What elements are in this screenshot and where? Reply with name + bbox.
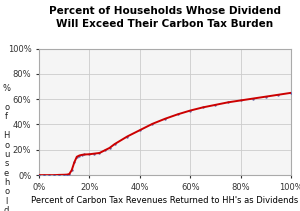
Point (226, 101, 230, 104)
Point (137, 128, 142, 132)
Point (77, 154, 82, 157)
Point (112, 142, 117, 146)
Point (125, 135, 130, 138)
Point (200, 106, 205, 109)
Point (97, 151, 102, 155)
Point (188, 109, 193, 112)
Point (150, 122, 155, 126)
Point (67, 172, 72, 176)
Point (80, 153, 84, 157)
Point (47, 173, 52, 177)
Point (42, 173, 46, 177)
Point (37, 173, 41, 177)
Point (251, 97, 256, 100)
Point (74, 155, 79, 158)
Point (82, 153, 87, 156)
Point (163, 117, 167, 120)
Point (213, 103, 218, 107)
Point (69, 168, 74, 172)
Point (107, 146, 112, 150)
Point (87, 153, 92, 156)
Point (57, 173, 62, 177)
Text: Percent of Households Whose Dividend
Will Exceed Their Carbon Tax Burden: Percent of Households Whose Dividend Wil… (49, 6, 281, 29)
Text: %

o
f

H
o
u
s
e
h
o
l
d
s: % o f H o u s e h o l d s (3, 84, 10, 211)
Point (102, 149, 107, 152)
Point (52, 173, 56, 177)
Point (276, 93, 281, 96)
Point (175, 113, 180, 116)
X-axis label: Percent of Carbon Tax Revenues Returned to HH's as Dividends: Percent of Carbon Tax Revenues Returned … (32, 196, 298, 205)
Point (263, 95, 268, 98)
Point (72, 161, 77, 164)
Point (238, 99, 243, 102)
Point (92, 152, 97, 155)
Point (64, 173, 69, 176)
Point (289, 91, 293, 95)
Point (62, 173, 67, 176)
